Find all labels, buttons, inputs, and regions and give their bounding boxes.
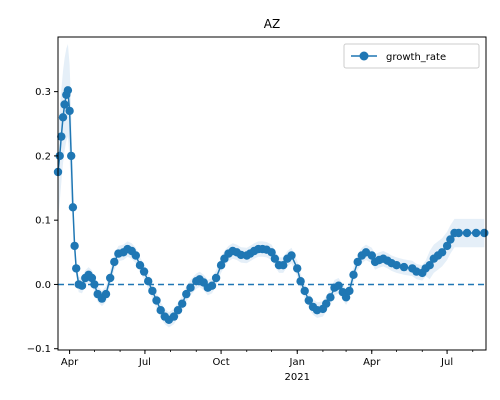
data-point — [173, 306, 183, 315]
x-tick-label: Jan — [289, 357, 305, 368]
chart-title: AZ — [264, 17, 280, 31]
data-point — [446, 235, 455, 244]
data-point — [437, 248, 447, 257]
x-tick-year-label: 2021 — [285, 372, 310, 383]
data-point — [186, 283, 195, 292]
data-point — [341, 293, 351, 302]
data-point — [293, 264, 302, 273]
data-point — [211, 273, 221, 283]
data-point — [68, 203, 78, 212]
plot-area-frame — [57, 36, 487, 351]
x-tick-label: Jul — [138, 357, 151, 368]
data-point — [106, 273, 115, 283]
y-tick-label: 0.2 — [35, 151, 51, 162]
data-point — [442, 241, 452, 251]
data-point — [70, 241, 79, 251]
y-axis: 0.3 0.2 0.1 0.0 −0.1 — [27, 87, 58, 355]
data-point — [77, 281, 87, 290]
legend-series-marker — [359, 51, 369, 61]
legend-box — [343, 43, 480, 69]
data-point — [345, 286, 354, 296]
growth-rate-series — [53, 86, 489, 324]
data-point — [267, 248, 276, 257]
data-point — [135, 261, 145, 270]
data-point — [101, 289, 111, 299]
data-point — [72, 264, 81, 273]
data-point — [279, 261, 288, 270]
y-tick-label: −0.1 — [27, 344, 51, 355]
data-point — [300, 286, 309, 296]
data-point — [65, 106, 74, 116]
data-point — [480, 228, 489, 238]
data-point — [454, 228, 463, 238]
data-point — [296, 277, 305, 286]
data-point — [156, 306, 165, 315]
data-point — [349, 270, 358, 279]
data-point — [67, 151, 76, 161]
data-point — [169, 312, 179, 321]
data-point — [353, 257, 362, 267]
data-point — [58, 113, 68, 122]
legend: growth_rate — [343, 43, 480, 69]
data-point — [152, 296, 161, 305]
data-point — [462, 228, 472, 238]
data-point — [131, 251, 140, 260]
x-tick-label: Apr — [61, 357, 79, 368]
y-tick-label: 0.1 — [35, 216, 51, 227]
data-point — [110, 257, 119, 267]
data-point — [270, 254, 280, 263]
data-point — [392, 261, 401, 270]
data-point — [216, 261, 226, 270]
data-point — [87, 273, 97, 283]
legend-entry-growth-rate: growth_rate — [386, 52, 446, 63]
data-point — [139, 267, 149, 276]
data-point — [367, 251, 376, 260]
y-tick-label: 0.3 — [35, 87, 51, 98]
data-point — [287, 251, 296, 260]
x-axis: Apr Jul Oct Jan 2021 Apr Jul — [61, 350, 474, 383]
data-point — [304, 296, 313, 305]
series-line — [57, 90, 485, 321]
y-tick-label: 0.0 — [35, 280, 51, 291]
data-point — [207, 281, 217, 290]
data-point — [326, 293, 335, 302]
data-point — [148, 286, 157, 296]
data-point — [63, 86, 73, 95]
data-point — [322, 299, 331, 308]
data-point — [57, 132, 66, 141]
data-point — [334, 281, 343, 290]
data-point — [60, 100, 69, 109]
data-point — [90, 280, 99, 289]
data-point — [399, 262, 409, 272]
x-tick-label: Apr — [363, 357, 381, 368]
x-tick-label: Jul — [440, 357, 453, 368]
data-point — [178, 299, 187, 308]
data-point — [425, 261, 434, 270]
data-point — [182, 289, 191, 299]
data-point — [471, 228, 481, 238]
data-point — [144, 277, 153, 286]
x-tick-label: Oct — [212, 357, 229, 368]
